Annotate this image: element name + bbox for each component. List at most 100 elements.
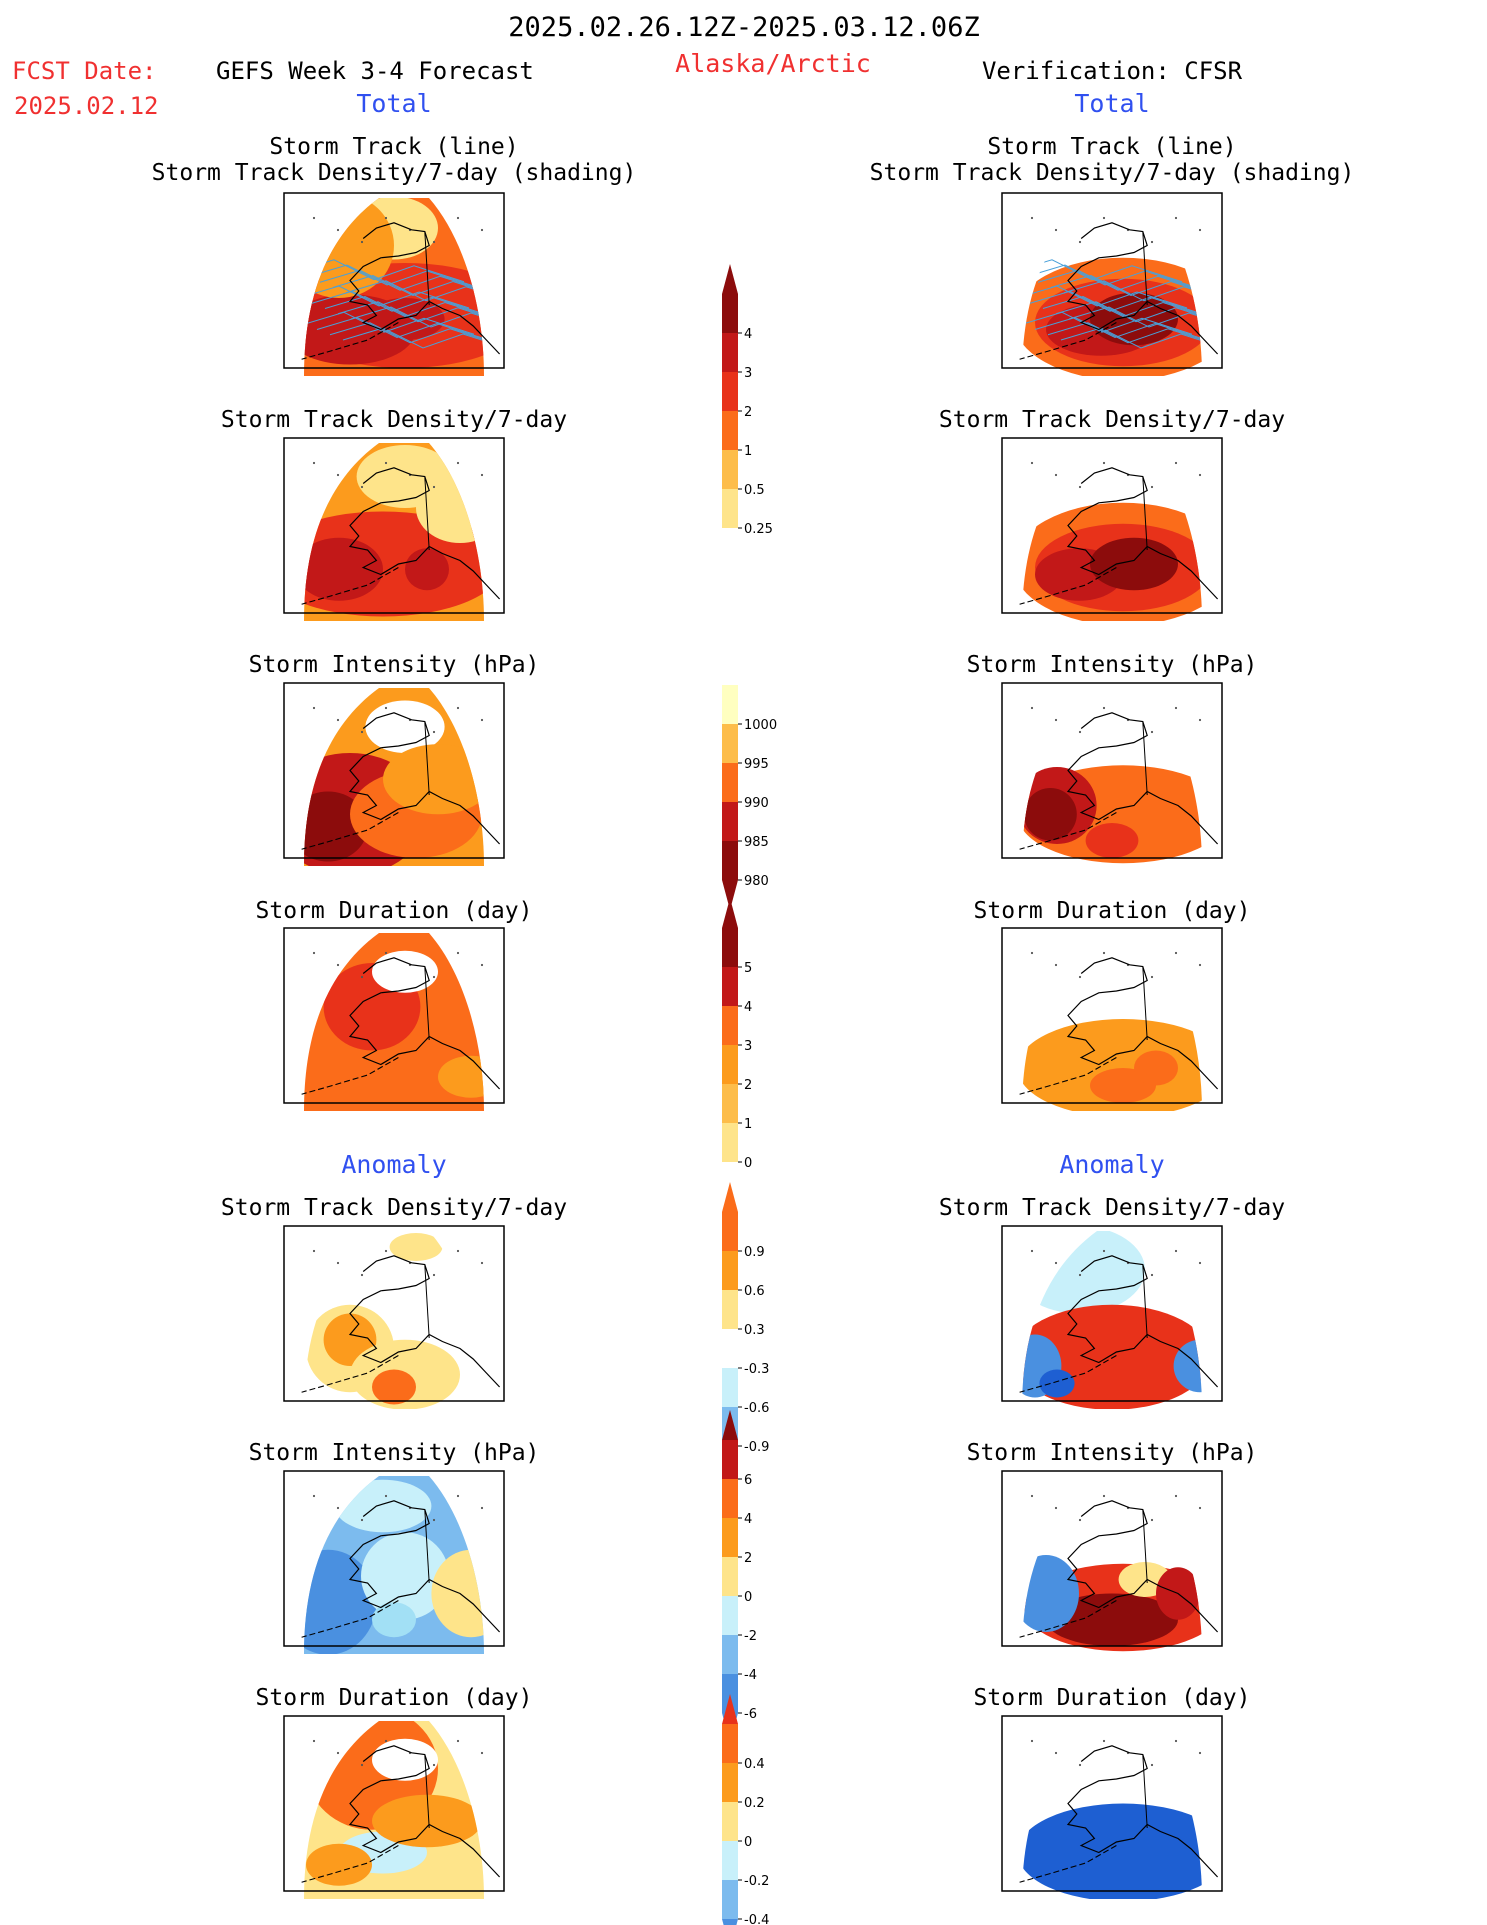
map-frame <box>1001 192 1223 369</box>
colorbar-segment <box>722 841 738 880</box>
graticule-dot <box>432 1763 436 1767</box>
storm-track-line <box>304 285 470 309</box>
map-frame <box>283 1225 505 1402</box>
storm-track-line <box>329 322 484 346</box>
border-line <box>1142 1264 1148 1339</box>
period-title: 2025.02.26.12Z-2025.03.12.06Z <box>508 12 979 43</box>
graticule-dot <box>336 1751 340 1755</box>
colorbar-segment <box>722 1518 738 1557</box>
colorbar-arrow-top <box>722 1410 738 1440</box>
map-frame <box>1001 682 1223 859</box>
colorbar-segment <box>722 1329 738 1368</box>
storm-track-line <box>306 264 478 288</box>
shading-region <box>304 198 394 298</box>
colorbar-arrow-top <box>722 264 738 294</box>
map-panel <box>283 682 505 866</box>
graticule-dot <box>1150 1273 1154 1277</box>
storm-track-map-panel <box>283 192 505 376</box>
graticule-dot <box>360 1273 364 1277</box>
colorbar-arrow-bottom <box>722 880 738 910</box>
storm-track-line <box>1037 269 1202 293</box>
graticule-dot <box>480 718 484 722</box>
graticule-dot <box>1150 975 1154 979</box>
colorbar-label: 0.2 <box>744 1796 765 1811</box>
graticule-dot <box>1174 216 1178 220</box>
shading-region <box>304 537 383 601</box>
graticule-dot <box>1198 228 1202 232</box>
graticule-dot <box>1174 1249 1178 1253</box>
graticule-dot <box>1030 1739 1034 1743</box>
graticule-dot <box>336 1261 340 1265</box>
graticule-dot <box>312 1739 316 1743</box>
graticule-dot <box>1054 1261 1058 1265</box>
colorbar-segment <box>722 1440 738 1479</box>
shading-region <box>1134 1050 1178 1086</box>
colorbar-label: 3 <box>744 366 752 381</box>
shading-region <box>1039 1369 1075 1398</box>
graticule-dot <box>1150 730 1154 734</box>
graticule-dot <box>384 461 388 465</box>
shading-region <box>372 1738 438 1781</box>
graticule-dot <box>456 1739 460 1743</box>
border-line <box>1142 231 1148 306</box>
shading-region <box>1085 823 1139 858</box>
map-frame <box>283 1715 505 1892</box>
border-line <box>424 1754 430 1829</box>
graticule-dot <box>1030 216 1034 220</box>
colorbar-segment <box>722 1251 738 1290</box>
region-title: Alaska/Arctic <box>675 49 871 78</box>
colorbar-label: 2 <box>744 1078 752 1093</box>
graticule-dot <box>360 1763 364 1767</box>
colorbar-segment <box>722 928 738 967</box>
colorbar-segment <box>722 1045 738 1084</box>
storm-track-line <box>1034 316 1202 340</box>
graticule-dot <box>480 228 484 232</box>
colorbar-label: 0.4 <box>744 1757 765 1772</box>
colorbar-label: -6 <box>744 1707 757 1722</box>
map-panel <box>1001 682 1223 864</box>
graticule-dot <box>312 706 316 710</box>
graticule-dot <box>1150 1763 1154 1767</box>
graticule-dot <box>1198 1751 1202 1755</box>
graticule-dot <box>456 1249 460 1253</box>
colorbar-label: 3 <box>744 1039 752 1054</box>
map-frame <box>1001 1225 1223 1402</box>
panel-title: Storm Intensity (hPa) <box>249 1440 540 1466</box>
panel-title: Storm Track Density/7-day (shading) <box>870 160 1355 186</box>
map-panel <box>283 437 505 621</box>
shading-region <box>405 548 449 591</box>
graticule-dot <box>360 730 364 734</box>
colorbar-segment <box>722 1635 738 1674</box>
graticule-dot <box>1102 1249 1106 1253</box>
colorbar-segment <box>722 802 738 841</box>
shading-region <box>1022 1555 1079 1632</box>
colorbar-label: 1 <box>744 1117 752 1132</box>
colorbar-segment <box>722 1123 738 1162</box>
storm-track-line <box>1055 301 1202 325</box>
graticule-dot <box>480 1751 484 1755</box>
colorbar-segment <box>722 1596 738 1635</box>
panel-title: Storm Intensity (hPa) <box>967 1440 1258 1466</box>
graticule-dot <box>360 975 364 979</box>
shading-region <box>372 1369 416 1405</box>
fcst-date-value: 2025.02.12 <box>14 92 159 120</box>
border-line <box>1142 476 1148 551</box>
graticule-dot <box>336 228 340 232</box>
graticule-dot <box>432 730 436 734</box>
colorbar-intensity-anomaly: 6 4 2 0 -2 -4 -6 <box>722 1410 757 1743</box>
storm-track-line <box>350 306 484 330</box>
storm-track-line <box>316 316 484 340</box>
left-total-label: Total <box>356 89 431 118</box>
border-line <box>424 476 430 551</box>
colorbar-label: 0.5 <box>744 483 765 498</box>
graticule-dot <box>1174 1494 1178 1498</box>
shading-region <box>1173 1339 1202 1393</box>
border-line <box>424 1509 430 1584</box>
graticule-dot <box>1078 1518 1082 1522</box>
colorbar-label: 985 <box>744 835 769 850</box>
storm-track-line <box>1024 264 1196 288</box>
graticule-dot <box>456 1494 460 1498</box>
shading-region <box>1024 788 1077 841</box>
colorbar-intensity: 1000 995 990 985 980 <box>722 685 777 910</box>
